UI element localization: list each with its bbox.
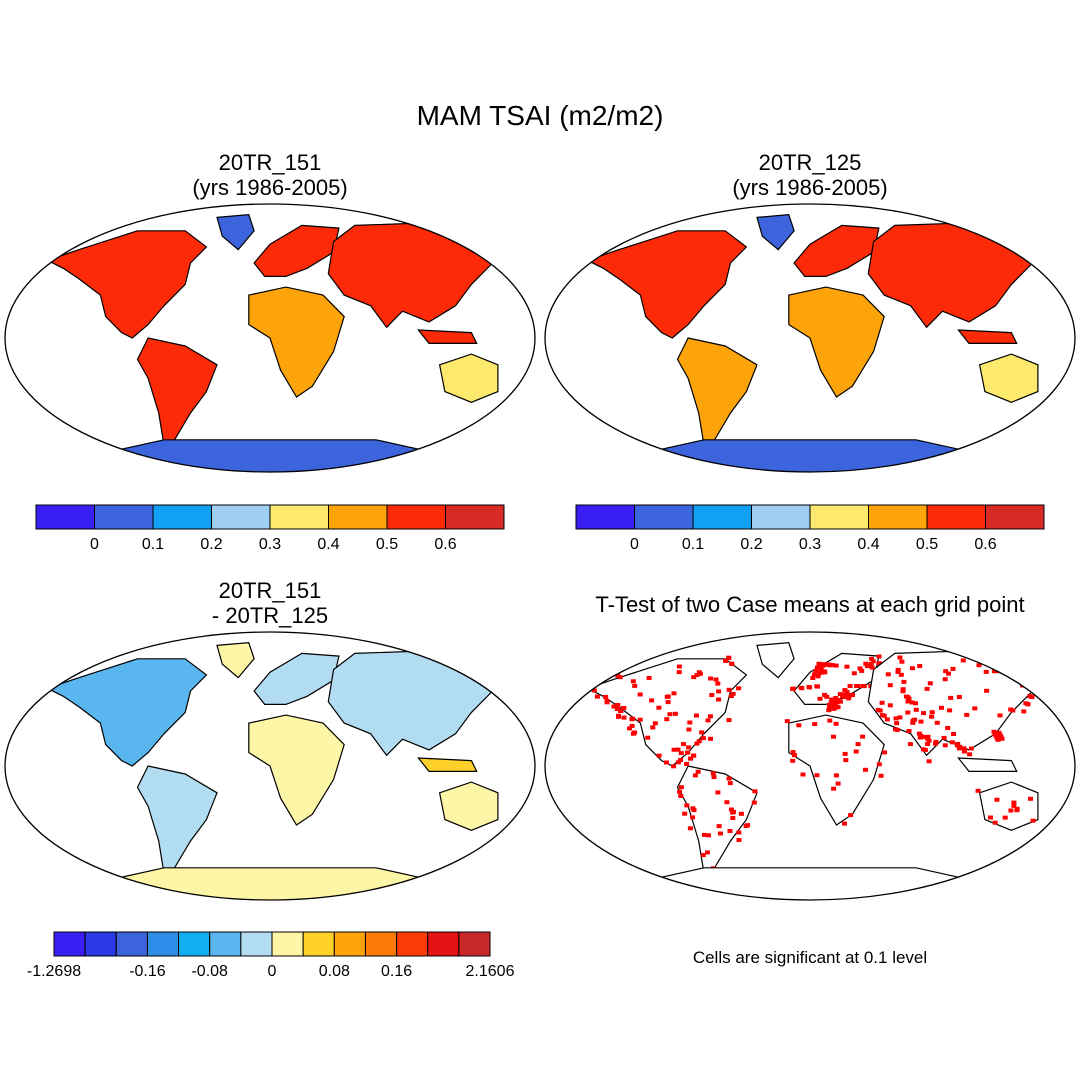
panel-3-title: 20TR_151 - 20TR_125 bbox=[90, 578, 450, 628]
land-greenland bbox=[216, 642, 255, 679]
colorbar-swatch bbox=[333, 931, 366, 957]
colorbar-label: 0.1 bbox=[142, 536, 164, 553]
map-border bbox=[4, 203, 536, 473]
panel-1-title-line2: (yrs 1986-2005) bbox=[192, 175, 348, 200]
colorbar-panel-2: 0 0.1 0.2 0.3 0.4 0.5 0.6 bbox=[575, 504, 1045, 553]
colorbar-swatch bbox=[53, 931, 86, 957]
land-northAmerica bbox=[585, 230, 748, 339]
land-australia bbox=[438, 353, 499, 403]
land-northAmerica bbox=[45, 230, 208, 339]
colorbar-label: 0.08 bbox=[319, 963, 350, 980]
land-indonesia bbox=[957, 329, 1018, 344]
colorbar-label: 0.3 bbox=[799, 536, 821, 553]
colorbar-label: 0.5 bbox=[376, 536, 398, 553]
colorbar-difference: -1.2698 -0.16 -0.08 0 0.08 0.16 2.1606 bbox=[27, 931, 515, 980]
colorbar-label: 0.6 bbox=[974, 536, 996, 553]
colorbar-label: -1.2698 bbox=[27, 963, 81, 980]
panel-2-title-line2: (yrs 1986-2005) bbox=[732, 175, 888, 200]
colorbar-label: 0.2 bbox=[740, 536, 762, 553]
land-indonesia bbox=[417, 329, 478, 344]
colorbar-swatch bbox=[386, 504, 446, 530]
colorbar-label: -0.08 bbox=[191, 963, 228, 980]
colorbar-swatch bbox=[94, 504, 154, 530]
colorbar-swatch bbox=[634, 504, 694, 530]
colorbar-swatch bbox=[271, 931, 304, 957]
land-greenland bbox=[216, 214, 255, 251]
colorbar-label: 0 bbox=[90, 536, 99, 553]
land-northAmerica bbox=[45, 658, 208, 767]
colorbar-swatch bbox=[692, 504, 752, 530]
panel-4-title-line1: T-Test of two Case means at each grid po… bbox=[595, 592, 1025, 617]
land-australia bbox=[978, 781, 1039, 831]
figure-title: MAM TSAI (m2/m2) bbox=[416, 100, 664, 131]
land-greenland bbox=[756, 642, 795, 679]
map-panel-4-ttest bbox=[544, 631, 1076, 901]
colorbar-label: 0.16 bbox=[381, 963, 412, 980]
colorbar-swatch bbox=[328, 504, 388, 530]
colorbar-swatch bbox=[985, 504, 1045, 530]
panel-2-title: 20TR_125 (yrs 1986-2005) bbox=[630, 150, 990, 200]
panel-1-title: 20TR_151 (yrs 1986-2005) bbox=[90, 150, 450, 200]
land-greenland bbox=[756, 214, 795, 251]
colorbar-label: 0.6 bbox=[434, 536, 456, 553]
colorbar-swatch bbox=[84, 931, 117, 957]
colorbar-swatch bbox=[269, 504, 329, 530]
colorbar-label: 0 bbox=[268, 963, 277, 980]
map-border bbox=[4, 631, 536, 901]
colorbar-label: 0.2 bbox=[200, 536, 222, 553]
colorbar-panel-1: 0 0.1 0.2 0.3 0.4 0.5 0.6 bbox=[35, 504, 505, 553]
panel-3-title-line2: - 20TR_125 bbox=[211, 603, 329, 628]
panel-1-title-line1: 20TR_151 bbox=[218, 150, 322, 175]
colorbar-swatch bbox=[926, 504, 986, 530]
colorbar-label: -0.16 bbox=[129, 963, 166, 980]
colorbar-swatch bbox=[240, 931, 273, 957]
colorbar-swatch bbox=[211, 504, 271, 530]
colorbar-swatch bbox=[178, 931, 211, 957]
colorbar-swatch bbox=[458, 931, 491, 957]
land-australia bbox=[438, 781, 499, 831]
colorbar-swatch bbox=[427, 931, 460, 957]
colorbar-label: 0.3 bbox=[259, 536, 281, 553]
map-border bbox=[544, 203, 1076, 473]
map-border bbox=[544, 631, 1076, 901]
colorbar-swatch bbox=[575, 504, 635, 530]
land-africa bbox=[248, 286, 345, 398]
panel-2-title-line1: 20TR_125 bbox=[758, 150, 862, 175]
colorbar-swatch bbox=[868, 504, 928, 530]
colorbar-swatch bbox=[146, 931, 180, 957]
colorbar-swatch bbox=[35, 504, 95, 530]
land-indonesia bbox=[957, 757, 1018, 773]
colorbar-swatch bbox=[396, 931, 429, 957]
land-africa bbox=[248, 714, 345, 826]
colorbar-swatch bbox=[302, 931, 335, 957]
colorbar-swatch bbox=[209, 931, 242, 957]
colorbar-swatch bbox=[364, 931, 398, 957]
colorbar-label: 0.1 bbox=[682, 536, 704, 553]
map-panel-3-difference bbox=[4, 631, 536, 901]
panel-4-title: T-Test of two Case means at each grid po… bbox=[540, 592, 1080, 617]
land-africa bbox=[788, 286, 885, 398]
colorbar-swatch bbox=[751, 504, 811, 530]
colorbar-label: 0.4 bbox=[857, 536, 879, 553]
map-panel-2 bbox=[544, 203, 1076, 473]
colorbar-swatch bbox=[445, 504, 505, 530]
colorbar-swatch bbox=[809, 504, 869, 530]
colorbar-swatch bbox=[152, 504, 212, 530]
colorbar-label: 0.5 bbox=[916, 536, 938, 553]
map-panel-1 bbox=[4, 203, 536, 473]
panel-3-title-line1: 20TR_151 bbox=[218, 578, 322, 603]
colorbar-label: 0.4 bbox=[317, 536, 339, 553]
colorbar-swatch bbox=[115, 931, 148, 957]
land-indonesia bbox=[417, 757, 478, 773]
colorbar-label: 0 bbox=[630, 536, 639, 553]
land-australia bbox=[978, 353, 1039, 403]
colorbar-label: 2.1606 bbox=[466, 963, 515, 980]
significance-note: Cells are significant at 0.1 level bbox=[692, 948, 928, 967]
